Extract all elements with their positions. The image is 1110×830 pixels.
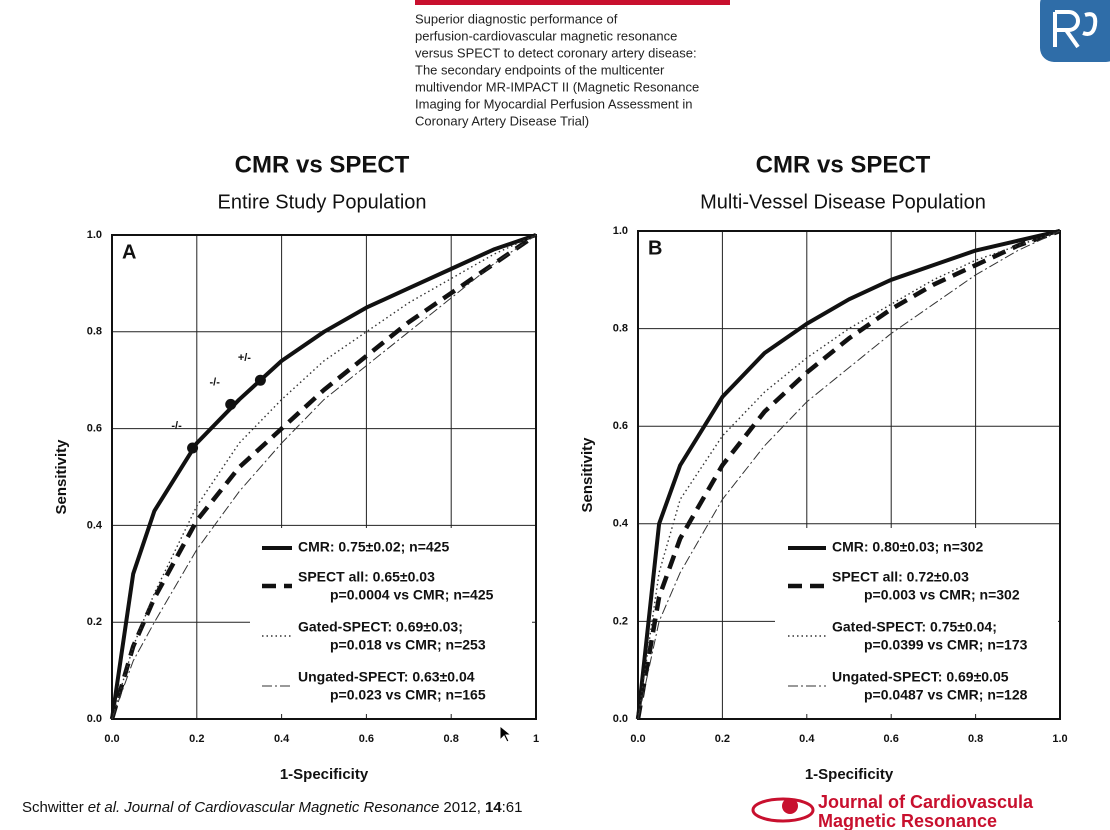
legend-detail: p=0.003 vs CMR; n=302 bbox=[864, 587, 1020, 603]
legend-label: CMR: 0.80±0.03; n=302 bbox=[832, 539, 983, 555]
logo-glyph bbox=[1053, 10, 1098, 49]
cursor bbox=[499, 724, 513, 743]
y-axis-label: Sensitivity bbox=[53, 439, 70, 515]
legend-detail: p=0.018 vs CMR; n=253 bbox=[330, 637, 486, 653]
roc-curve bbox=[636, 229, 1061, 720]
x-tick-label: 1 bbox=[533, 733, 539, 745]
x-tick-label: 0.4 bbox=[274, 733, 290, 745]
journal-logo-line: Magnetic Resonance bbox=[818, 811, 997, 830]
plot-frame bbox=[637, 230, 1061, 720]
operating-point-label: +/- bbox=[238, 352, 251, 364]
logo-swirl bbox=[751, 797, 815, 823]
operating-point bbox=[254, 374, 266, 386]
operating-point-label: -/- bbox=[210, 376, 221, 388]
header-line: perfusion-cardiovascular magnetic resona… bbox=[415, 28, 677, 43]
y-tick-label: 0.6 bbox=[613, 420, 628, 432]
journal-logo: Journal of Cardiovascula Magnetic Resona… bbox=[751, 792, 1034, 830]
legend-detail: p=0.0487 vs CMR; n=128 bbox=[864, 687, 1028, 703]
x-tick-label: 0.0 bbox=[630, 733, 645, 745]
y-tick-label: 0.0 bbox=[613, 713, 628, 725]
operating-point bbox=[187, 442, 199, 454]
citation: Schwitter et al. Journal of Cardiovascular… bbox=[22, 799, 522, 816]
roc-curve bbox=[109, 233, 538, 720]
header: Superior diagnostic performance of perfu… bbox=[415, 11, 699, 128]
legend-label: SPECT all: 0.65±0.03 bbox=[298, 569, 435, 585]
chart-title: CMR vs SPECT bbox=[756, 151, 931, 178]
x-tick-label: 1.0 bbox=[1052, 733, 1067, 745]
header-line: versus SPECT to detect coronary artery d… bbox=[415, 45, 697, 60]
operating-point-label: -/- bbox=[171, 420, 182, 432]
panel-label: B bbox=[648, 237, 662, 259]
x-tick-label: 0.0 bbox=[104, 733, 119, 745]
citation-authors: Schwitter bbox=[22, 799, 84, 816]
society-logo bbox=[1040, 0, 1110, 62]
y-tick-label: 0.4 bbox=[87, 519, 103, 531]
panel-label: A bbox=[122, 241, 136, 263]
y-tick-label: 0.2 bbox=[613, 615, 628, 627]
header-line: Imaging for Myocardial Perfusion Assessm… bbox=[415, 96, 692, 111]
x-axis-label: 1-Specificity bbox=[805, 766, 894, 783]
operating-point bbox=[225, 398, 237, 410]
logo-badge bbox=[1040, 0, 1110, 62]
legend-label: Ungated-SPECT: 0.69±0.05 bbox=[832, 669, 1009, 685]
x-axis-label: 1-Specificity bbox=[280, 766, 369, 783]
x-tick-label: 0.2 bbox=[715, 733, 730, 745]
citation-journal: Journal of Cardiovascular Magnetic Reson… bbox=[123, 799, 439, 816]
journal-logo-line: Journal of Cardiovascula bbox=[818, 792, 1034, 812]
citation-page: :61 bbox=[502, 799, 523, 816]
roc-curve bbox=[111, 234, 537, 720]
roc-curve bbox=[635, 228, 1061, 720]
roc-curve bbox=[637, 230, 1061, 720]
legend-box bbox=[250, 528, 532, 714]
citation-etal: et al. bbox=[88, 799, 121, 816]
header-bar bbox=[415, 0, 730, 5]
x-tick-label: 0.2 bbox=[189, 733, 204, 745]
header-line: Coronary Artery Disease Trial) bbox=[415, 113, 589, 128]
chart-subtitle: Multi-Vessel Disease Population bbox=[700, 191, 986, 213]
y-tick-label: 0.8 bbox=[87, 326, 102, 338]
legend-detail: p=0.0399 vs CMR; n=173 bbox=[864, 637, 1028, 653]
header-line: multivendor MR-IMPACT II (Magnetic Reson… bbox=[415, 79, 699, 94]
y-axis-label: Sensitivity bbox=[579, 437, 596, 513]
legend-label: SPECT all: 0.72±0.03 bbox=[832, 569, 969, 585]
y-tick-label: 0.4 bbox=[613, 518, 629, 530]
citation-year: 2012, bbox=[443, 799, 481, 816]
citation-volume: 14 bbox=[485, 799, 502, 816]
legend-box bbox=[775, 528, 1058, 714]
y-tick-label: 1.0 bbox=[87, 229, 102, 241]
header-line: The secondary endpoints of the multicent… bbox=[415, 62, 665, 77]
legend-detail: p=0.0004 vs CMR; n=425 bbox=[330, 587, 494, 603]
roc-curve bbox=[110, 233, 537, 720]
legend-label: Ungated-SPECT: 0.63±0.04 bbox=[298, 669, 475, 685]
logo-dot bbox=[782, 798, 798, 814]
legend-label: Gated-SPECT: 0.75±0.04; bbox=[832, 619, 997, 635]
y-tick-label: 1.0 bbox=[613, 225, 628, 237]
legend-detail: p=0.023 vs CMR; n=165 bbox=[330, 687, 486, 703]
x-tick-label: 0.8 bbox=[968, 733, 983, 745]
y-tick-label: 0.0 bbox=[87, 713, 102, 725]
x-tick-label: 0.4 bbox=[799, 733, 815, 745]
legend-label: CMR: 0.75±0.02; n=425 bbox=[298, 539, 449, 555]
y-tick-label: 0.8 bbox=[613, 323, 628, 335]
x-tick-label: 0.8 bbox=[444, 733, 459, 745]
header-line: Superior diagnostic performance of bbox=[415, 11, 618, 26]
roc-curve bbox=[637, 230, 1061, 720]
chart-subtitle: Entire Study Population bbox=[217, 191, 426, 213]
legend-label: Gated-SPECT: 0.69±0.03; bbox=[298, 619, 463, 635]
y-tick-label: 0.2 bbox=[87, 616, 102, 628]
x-tick-label: 0.6 bbox=[884, 733, 899, 745]
y-tick-label: 0.6 bbox=[87, 423, 102, 435]
plot-frame bbox=[111, 234, 537, 720]
x-tick-label: 0.6 bbox=[359, 733, 374, 745]
chart-title: CMR vs SPECT bbox=[235, 151, 410, 178]
